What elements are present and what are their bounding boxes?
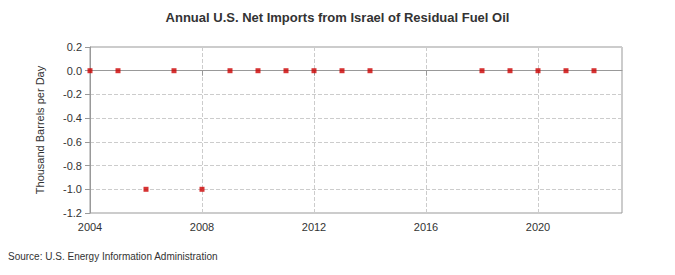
svg-text:Thousand Barrels per Day: Thousand Barrels per Day <box>34 65 46 194</box>
svg-text:-0.4: -0.4 <box>63 112 82 124</box>
svg-text:2020: 2020 <box>526 221 550 233</box>
svg-text:-0.6: -0.6 <box>63 136 82 148</box>
svg-text:2004: 2004 <box>78 221 102 233</box>
svg-text:-0.8: -0.8 <box>63 160 82 172</box>
svg-text:-1.0: -1.0 <box>63 183 82 195</box>
svg-text:2008: 2008 <box>190 221 214 233</box>
svg-text:0.0: 0.0 <box>67 65 82 77</box>
svg-text:2016: 2016 <box>414 221 438 233</box>
svg-text:Source: U.S. Energy Informatio: Source: U.S. Energy Information Administ… <box>8 251 218 262</box>
svg-text:-0.2: -0.2 <box>63 88 82 100</box>
svg-text:0.2: 0.2 <box>67 41 82 53</box>
svg-text:2012: 2012 <box>302 221 326 233</box>
svg-text:Annual U.S. Net Imports from I: Annual U.S. Net Imports from Israel of R… <box>166 10 510 25</box>
svg-text:-1.2: -1.2 <box>63 207 82 219</box>
